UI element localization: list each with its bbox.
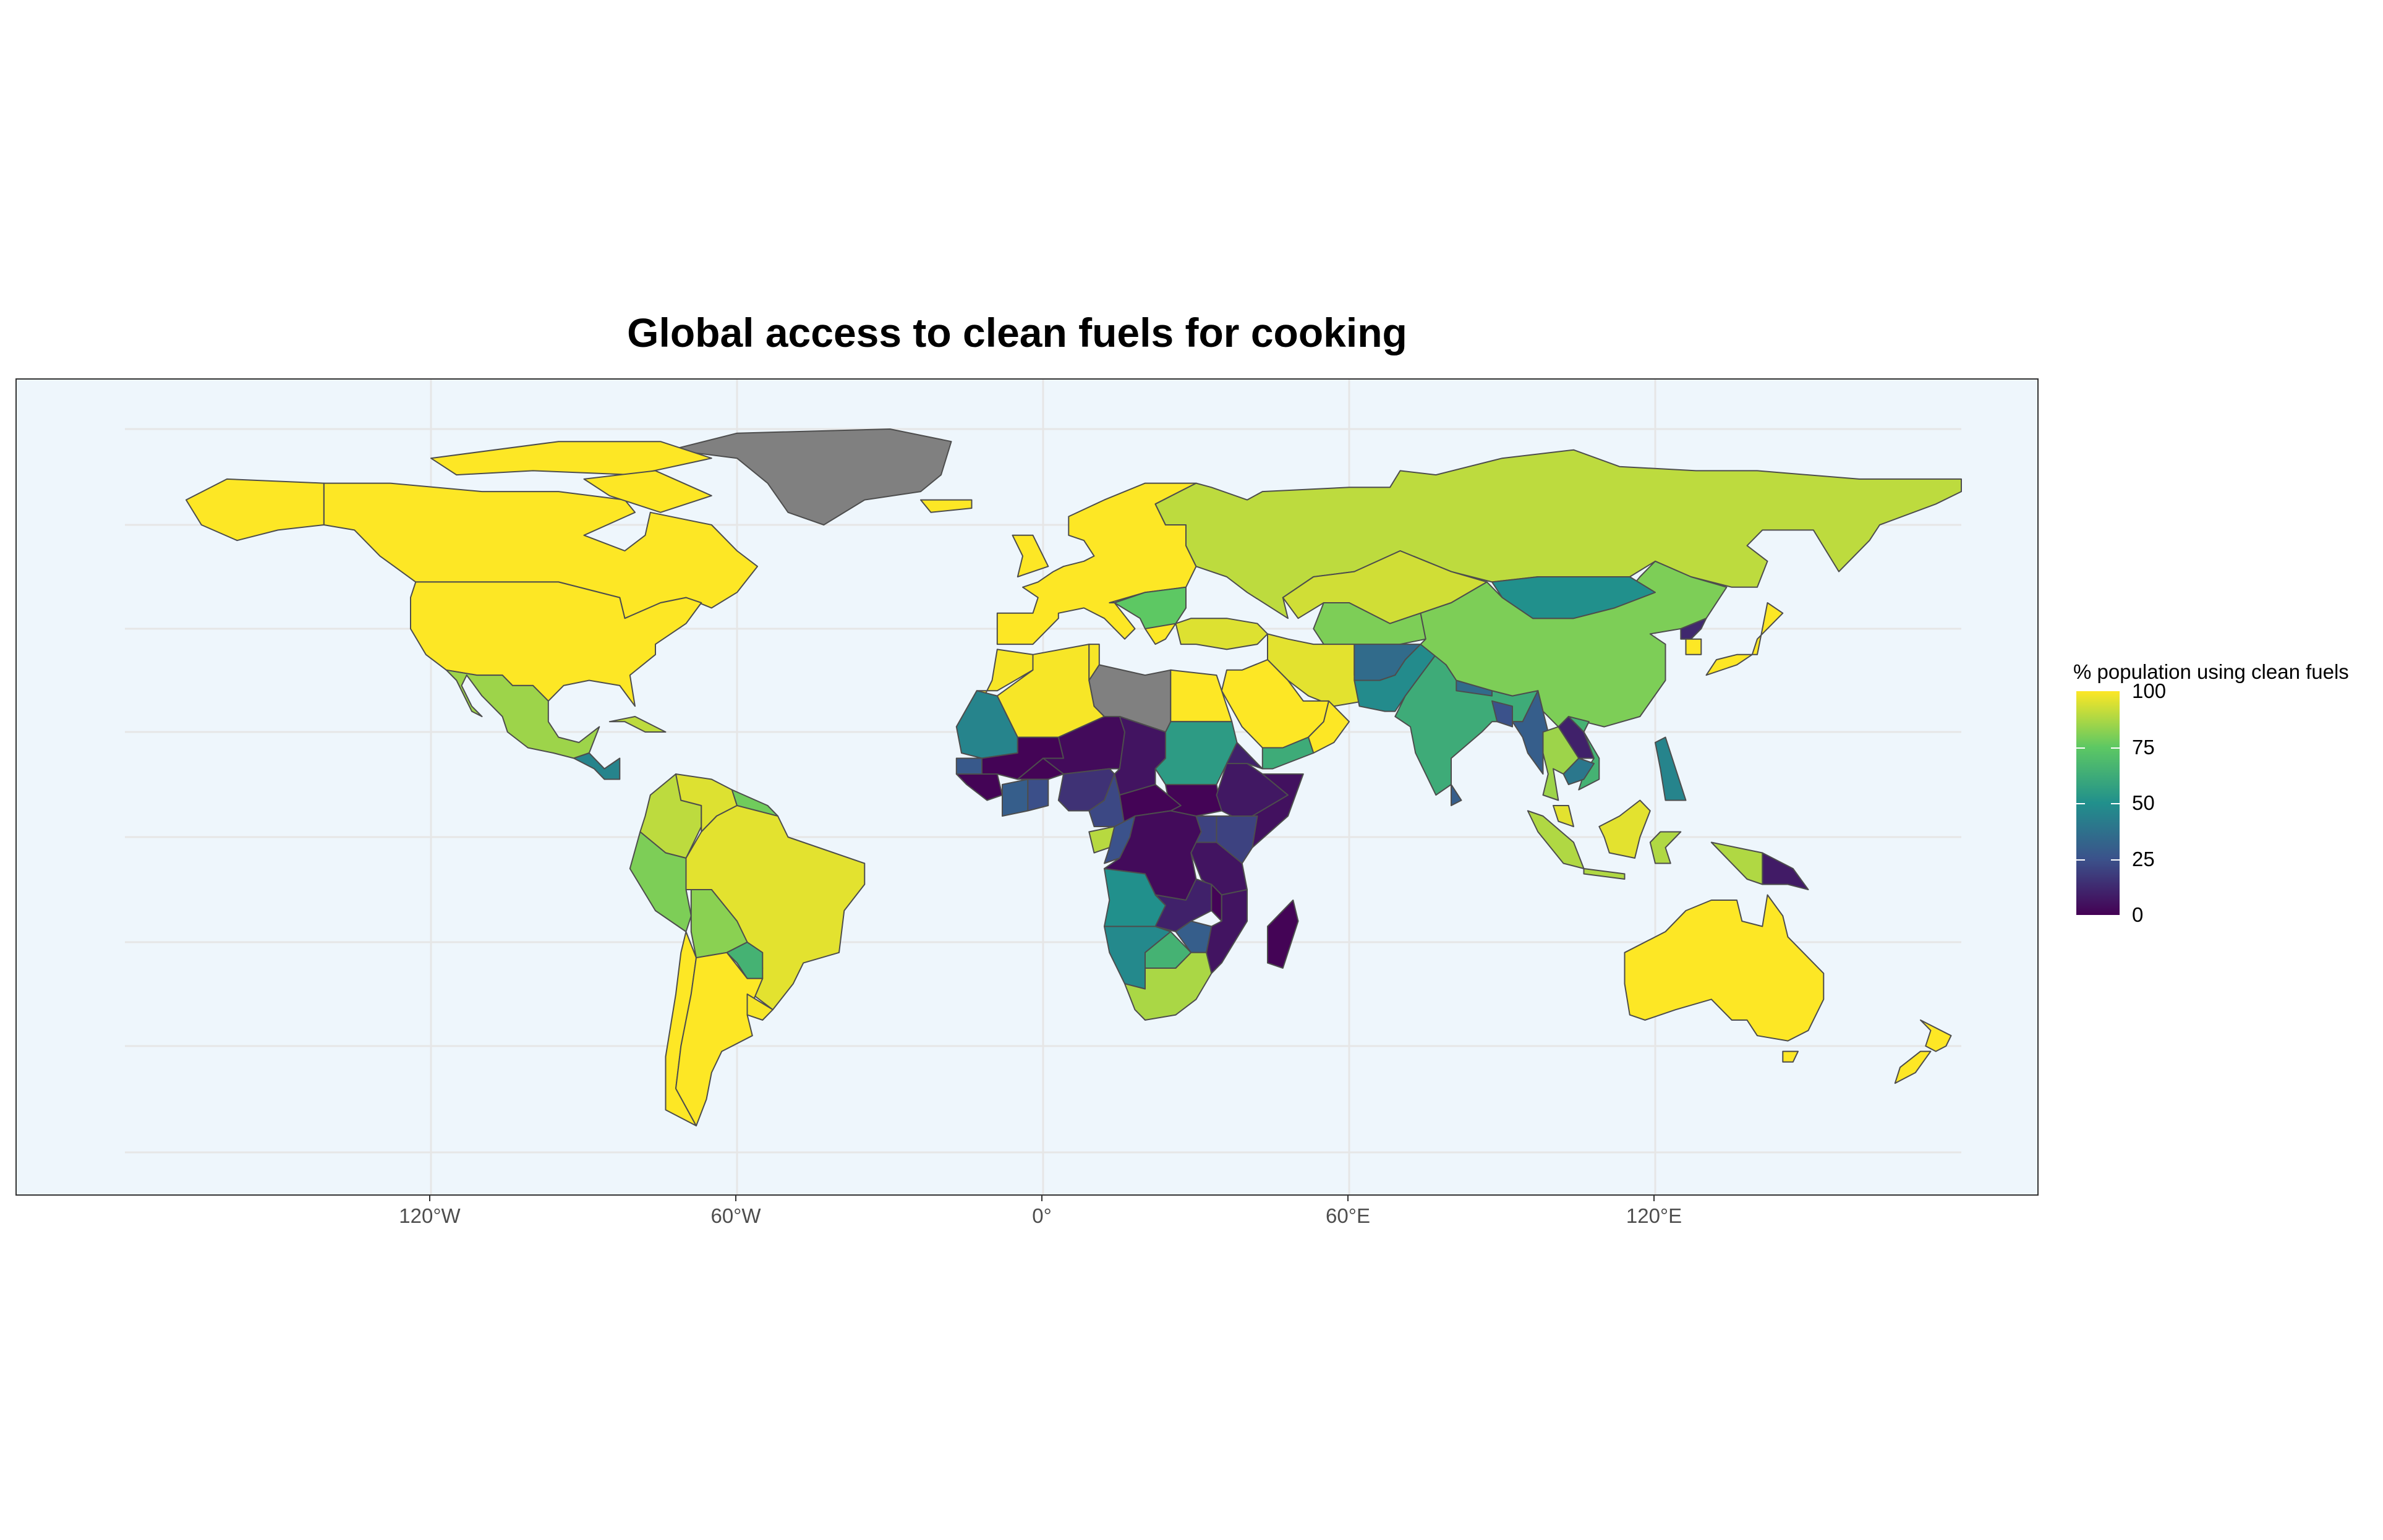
country-alaska	[185, 478, 325, 542]
country-baffin	[583, 470, 712, 513]
country-tasmania	[1782, 1050, 1799, 1063]
country-sudan	[1154, 721, 1238, 785]
chart-title: Global access to clean fuels for cooking	[627, 310, 1407, 355]
countries	[185, 428, 1962, 1126]
country-central-asia	[1313, 602, 1426, 655]
legend-label: 0	[2132, 903, 2144, 926]
country-ivory-coast	[1002, 778, 1029, 817]
world-map	[125, 380, 1962, 1194]
country-argentina	[675, 951, 764, 1126]
country-philippines	[1655, 736, 1687, 801]
country-vietnam	[1567, 716, 1600, 791]
legend-label: 25	[2132, 847, 2155, 870]
x-tick-label: 60°W	[710, 1204, 761, 1227]
x-tick-mark	[1041, 1194, 1042, 1201]
country-borneo	[1598, 799, 1651, 859]
legend-title: % population using clean fuels	[2073, 660, 2349, 683]
country-new-zealand	[1920, 1019, 1952, 1052]
country-senegal	[955, 757, 983, 775]
x-tick-mark	[1347, 1194, 1349, 1201]
country-japan	[1705, 602, 1784, 676]
country-malaysia	[1553, 805, 1574, 827]
country-mongolia	[1491, 576, 1656, 619]
country-uruguay	[746, 993, 774, 1021]
x-tick-label: 120°W	[399, 1204, 461, 1227]
legend-label: 75	[2132, 735, 2155, 759]
country-guatemala	[573, 752, 621, 780]
x-tick-mark	[429, 1194, 430, 1201]
country-greenland	[670, 428, 952, 525]
country-egypt	[1170, 669, 1233, 723]
country-sulawesi	[1649, 831, 1682, 864]
country-turkey	[1175, 618, 1268, 650]
country-uk	[1012, 534, 1049, 577]
x-tick-mark	[1653, 1194, 1655, 1201]
country-south-africa	[1124, 951, 1213, 1021]
country-new-zealand-south	[1894, 1050, 1932, 1084]
country-papua-new-guinea	[1762, 852, 1809, 890]
country-south-korea	[1685, 638, 1702, 655]
x-tick-label: 120°E	[1626, 1204, 1682, 1227]
country-indonesia	[1527, 810, 1585, 869]
country-new-guinea-west	[1710, 841, 1763, 885]
x-tick-mark	[735, 1194, 736, 1201]
legend-label: 50	[2132, 791, 2155, 814]
country-sri-lanka	[1451, 784, 1462, 806]
country-guinea	[955, 773, 1003, 801]
country-madagascar	[1267, 900, 1299, 969]
country-arctic-canada	[430, 441, 712, 476]
country-cuba	[608, 716, 667, 733]
country-mexico	[445, 669, 600, 759]
country-australia	[1624, 894, 1825, 1042]
country-zambia	[1154, 878, 1213, 932]
country-greece	[1145, 623, 1177, 645]
country-cambodia	[1562, 757, 1595, 785]
x-tick-label: 0°	[1032, 1204, 1052, 1227]
country-java	[1583, 868, 1626, 880]
country-north-korea	[1680, 618, 1707, 640]
country-ghana	[1027, 778, 1049, 812]
map-panel	[15, 378, 2039, 1196]
country-bangladesh	[1491, 700, 1513, 728]
x-tick-label: 60°E	[1326, 1204, 1370, 1227]
country-burkina	[1017, 757, 1064, 780]
legend-label: 100	[2132, 679, 2167, 702]
country-iceland	[920, 499, 973, 513]
